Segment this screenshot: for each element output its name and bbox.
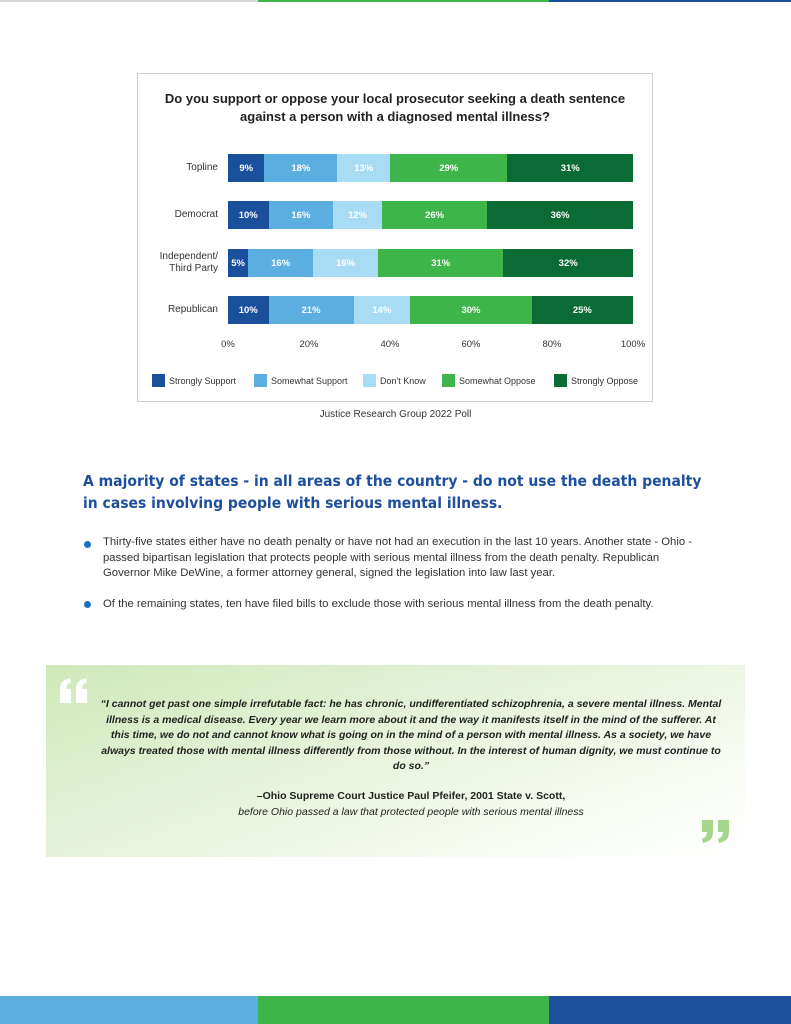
bar-segment: 21% — [268, 296, 354, 324]
quote-text: “I cannot get past one simple irrefutabl… — [100, 698, 722, 772]
value-label: 16% — [271, 257, 291, 269]
bar-segment: 10% — [228, 296, 269, 324]
chart-title: Do you support or oppose your local pros… — [164, 91, 626, 124]
bar-segment: 29% — [390, 154, 508, 182]
legend-label: Somewhat Oppose — [459, 375, 536, 386]
close-quote-icon — [702, 820, 729, 843]
legend-swatch — [152, 374, 165, 387]
category-label: Democrat — [174, 209, 218, 220]
legend-swatch — [254, 374, 267, 387]
bullet-dot — [84, 541, 91, 548]
value-label: 13% — [354, 162, 374, 174]
value-label: 36% — [550, 209, 570, 221]
value-label: 31% — [560, 162, 580, 174]
quote-context: before Ohio passed a law that protected … — [238, 806, 584, 818]
bullet-dot — [84, 601, 91, 608]
chart-source: Justice Research Group 2022 Poll — [319, 409, 472, 420]
legend-item: Strongly Oppose — [554, 374, 638, 387]
footer-band — [549, 996, 791, 1024]
value-label: 32% — [558, 257, 578, 269]
value-label: 30% — [461, 304, 481, 316]
value-label: 26% — [425, 209, 445, 221]
top-rule — [258, 0, 549, 2]
value-label: 25% — [572, 304, 592, 316]
open-quote-icon — [60, 678, 87, 703]
x-tick-label: 0% — [221, 339, 235, 350]
quote-box — [46, 665, 745, 857]
bar-segment: 13% — [337, 154, 390, 182]
top-rule — [0, 0, 258, 2]
legend-label: Don't Know — [380, 375, 426, 386]
category-label: Independent/ Third Party — [159, 251, 218, 274]
top-rule — [549, 0, 791, 2]
bar-segment: 26% — [381, 201, 488, 229]
x-tick-label: 60% — [461, 339, 481, 350]
value-label: 29% — [439, 162, 459, 174]
legend-label: Strongly Support — [169, 375, 237, 386]
value-label: 16% — [335, 257, 355, 269]
value-label: 31% — [431, 257, 451, 269]
heading: A majority of states - in all areas of t… — [83, 472, 702, 512]
bar-segment: 10% — [228, 201, 269, 229]
category-label: Topline — [186, 162, 218, 173]
x-tick-label: 40% — [380, 339, 400, 350]
x-tick-label: 100% — [620, 339, 646, 350]
legend-label: Somewhat Support — [271, 375, 348, 386]
bar-segment: 31% — [377, 249, 504, 277]
bar-segment: 14% — [353, 296, 411, 324]
bar-segment: 9% — [228, 154, 265, 182]
legend-item: Strongly Support — [152, 374, 236, 387]
value-label: 18% — [291, 162, 311, 174]
value-label: 14% — [372, 304, 392, 316]
bar-segment: 5% — [228, 249, 249, 277]
legend-item: Somewhat Oppose — [442, 374, 536, 387]
chart: Do you support or oppose your local pros… — [137, 73, 653, 402]
x-tick-label: 20% — [299, 339, 319, 350]
bar-segment: 18% — [264, 154, 338, 182]
legend-item: Don't Know — [363, 374, 426, 387]
x-tick-label: 80% — [542, 339, 562, 350]
legend-item: Somewhat Support — [254, 374, 348, 387]
bar-segment: 16% — [268, 201, 334, 229]
footer-band — [258, 996, 549, 1024]
bar-segment: 36% — [487, 201, 633, 229]
value-label: 16% — [291, 209, 311, 221]
bar-segment: 25% — [531, 296, 633, 324]
legend-swatch — [442, 374, 455, 387]
legend-swatch — [554, 374, 567, 387]
bar-segment: 30% — [410, 296, 532, 324]
bar-segment: 32% — [503, 249, 633, 277]
value-label: 10% — [238, 304, 258, 316]
legend-swatch — [363, 374, 376, 387]
bullet-text: Of the remaining states, ten have filed … — [103, 598, 654, 610]
bar-segment: 12% — [333, 201, 382, 229]
quote-attribution: –Ohio Supreme Court Justice Paul Pfeifer… — [256, 790, 566, 802]
bar-segment: 16% — [313, 249, 378, 277]
bullet-text: Thirty-five states either have no death … — [103, 536, 693, 579]
bar-segment: 16% — [248, 249, 314, 277]
value-label: 10% — [238, 209, 258, 221]
legend-label: Strongly Oppose — [571, 375, 639, 386]
footer-band — [0, 996, 258, 1024]
value-label: 12% — [348, 209, 368, 221]
value-label: 5% — [231, 257, 245, 269]
value-label: 9% — [239, 162, 254, 174]
value-label: 21% — [301, 304, 321, 316]
category-label: Republican — [167, 304, 218, 315]
bar-segment: 31% — [507, 154, 633, 182]
